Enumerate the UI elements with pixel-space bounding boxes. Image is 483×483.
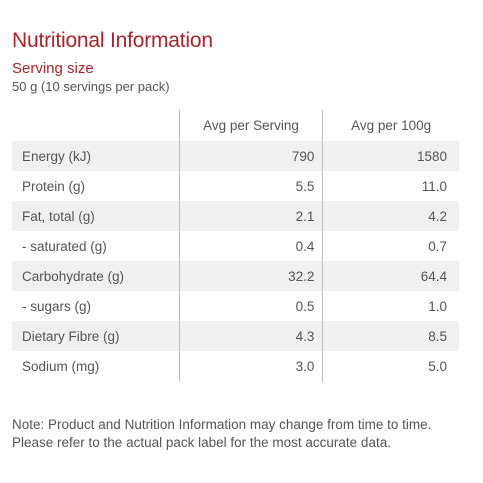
page-title: Nutritional Information: [12, 29, 213, 53]
per-100g-value: 8.5: [322, 321, 459, 351]
table-header-row: Avg per Serving Avg per 100g: [12, 110, 459, 141]
header-avg-per-serving: Avg per Serving: [178, 110, 323, 141]
nutrient-name: Protein (g): [22, 178, 86, 194]
per-100g-value: 1.0: [322, 291, 459, 321]
nutrient-name: - sugars (g): [22, 298, 92, 314]
header-nutrient: [12, 110, 179, 141]
nutrient-name: Sodium (mg): [22, 359, 100, 374]
per-100g-value: 64.4: [322, 261, 459, 291]
serving-size-value: 50 g (10 servings per pack): [12, 79, 170, 94]
nutrient-name: Fat, total (g): [22, 208, 95, 224]
table-row: - sugars (g) 0.5 1.0: [12, 291, 459, 321]
nutrient-name: Energy (kJ): [22, 148, 92, 164]
per-serving-value: 0.4: [178, 231, 323, 261]
per-serving-value: 790: [178, 141, 323, 171]
disclaimer-note: Note: Product and Nutrition Information …: [12, 416, 432, 450]
per-serving-value: 32.2: [178, 261, 323, 291]
table-row: Dietary Fibre (g) 4.3 8.5: [12, 321, 459, 351]
per-serving-value: 4.3: [178, 321, 323, 351]
per-serving-value: 5.5: [178, 171, 323, 201]
table-row: Carbohydrate (g) 32.2 64.4: [12, 261, 459, 291]
table-row: Protein (g) 5.5 11.0: [12, 171, 459, 201]
nutrient-name: Carbohydrate (g): [22, 268, 125, 284]
per-100g-value: 11.0: [322, 171, 459, 201]
table-row: Energy (kJ) 790 1580: [12, 141, 459, 171]
per-serving-value: 3.0: [178, 351, 323, 382]
table-row: Sodium (mg) 3.0 5.0: [12, 351, 459, 382]
nutrient-name: - saturated (g): [22, 238, 107, 254]
per-100g-value: 0.7: [322, 231, 459, 261]
table-row: - saturated (g) 0.4 0.7: [12, 231, 459, 261]
per-serving-value: 2.1: [178, 201, 323, 231]
table-row: Fat, total (g) 2.1 4.2: [12, 201, 459, 231]
per-100g-value: 1580: [322, 141, 459, 171]
header-avg-per-100g: Avg per 100g: [322, 110, 459, 141]
nutrition-table: Avg per Serving Avg per 100g Energy (kJ)…: [12, 110, 459, 382]
nutrient-name: Dietary Fibre (g): [22, 328, 120, 344]
per-100g-value: 5.0: [322, 351, 459, 382]
serving-size-heading: Serving size: [12, 60, 94, 77]
per-100g-value: 4.2: [322, 201, 459, 231]
per-serving-value: 0.5: [178, 291, 323, 321]
